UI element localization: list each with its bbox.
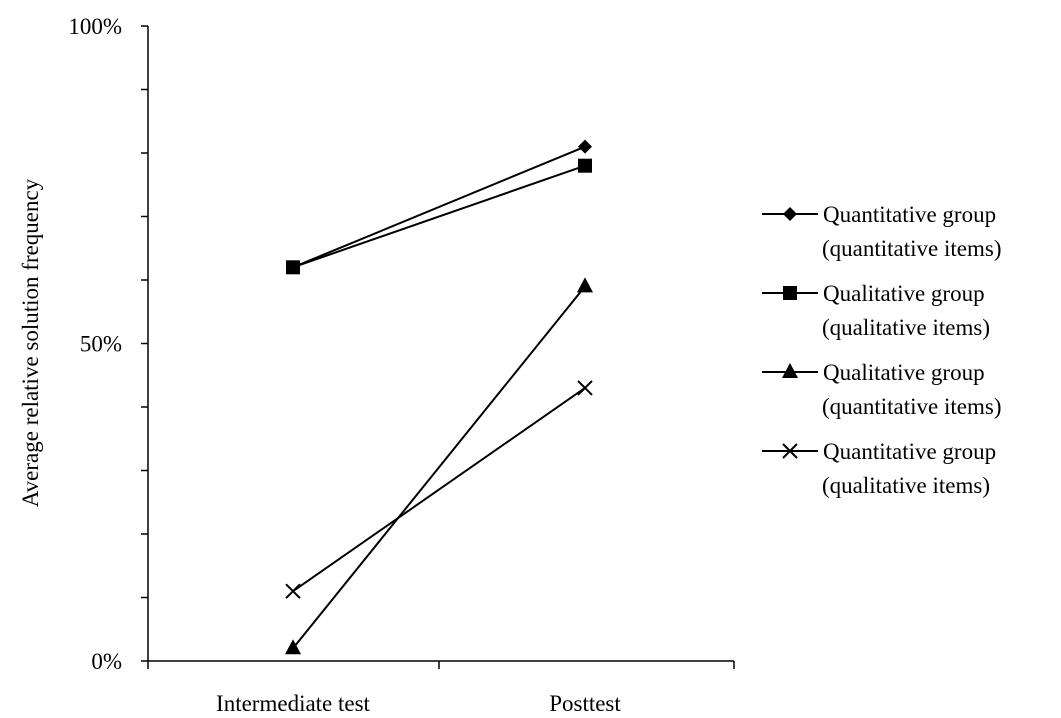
data-point-3-1: [577, 380, 593, 396]
y-tick-label-100: 100%: [68, 14, 122, 39]
legend-label-3-0: Quantitative group: [823, 439, 996, 464]
legend-marker-2: [782, 363, 798, 378]
series-2: [285, 277, 593, 655]
legend-label-1-0: Qualitative group: [823, 281, 985, 306]
data-point-1-1: [578, 158, 592, 173]
series-layer: [285, 139, 593, 655]
series-1: [286, 158, 592, 275]
y-axis-label: Average relative solution frequency: [18, 178, 43, 507]
series-line-1: [292, 164, 586, 269]
legend-marker-0: [783, 207, 797, 221]
x-tick-label-0: Intermediate test: [216, 691, 371, 716]
legend-item-2: Qualitative group (quantitative items): [762, 360, 1001, 419]
series-line-3: [292, 387, 586, 592]
legend-label-2-1: (quantitative items): [822, 394, 1001, 419]
y-tick-labels: 0% 50% 100%: [68, 14, 122, 674]
y-tick-label-50: 50%: [80, 332, 122, 357]
legend-label-3-1: (qualitative items): [822, 473, 990, 498]
legend-label-0-1: (quantitative items): [822, 236, 1001, 261]
legend-label-0-0: Quantitative group: [823, 202, 996, 227]
data-point-2-1: [577, 277, 593, 293]
legend-marker-3: [782, 443, 798, 459]
series-3: [285, 380, 593, 599]
data-point-2-0: [285, 639, 301, 655]
x-tick-label-1: Posttest: [549, 691, 621, 716]
data-point-0-1: [578, 139, 592, 154]
data-point-1-0: [286, 260, 300, 275]
series-line-2: [292, 285, 586, 649]
x-axis-ticks: [147, 661, 735, 669]
legend-marker-1: [783, 286, 797, 300]
legend: Quantitative group(quantitative items)Qu…: [762, 202, 1001, 498]
legend-item-0: Quantitative group (quantitative items): [762, 202, 1001, 261]
legend-label-1-1: (qualitative items): [822, 315, 990, 340]
series-line-0: [292, 145, 586, 269]
y-axis-ticks: [141, 25, 148, 662]
x-tick-labels: Intermediate test Posttest: [216, 691, 621, 716]
y-tick-label-0: 0%: [91, 649, 122, 674]
legend-label-2-0: Qualitative group: [823, 360, 985, 385]
legend-item-1: Qualitative group (qualitative items): [762, 281, 990, 340]
legend-item-3: Quantitative group (qualitative items): [762, 439, 996, 498]
data-point-3-0: [285, 583, 301, 599]
chart-axes: [141, 25, 735, 669]
